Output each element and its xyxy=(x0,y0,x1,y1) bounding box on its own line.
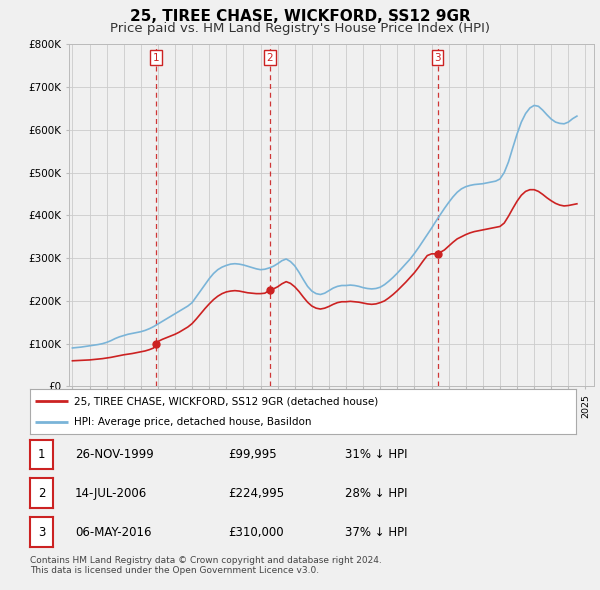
Text: Contains HM Land Registry data © Crown copyright and database right 2024.
This d: Contains HM Land Registry data © Crown c… xyxy=(30,556,382,575)
Text: £310,000: £310,000 xyxy=(228,526,284,539)
Text: Price paid vs. HM Land Registry's House Price Index (HPI): Price paid vs. HM Land Registry's House … xyxy=(110,22,490,35)
Text: 25, TIREE CHASE, WICKFORD, SS12 9GR (detached house): 25, TIREE CHASE, WICKFORD, SS12 9GR (det… xyxy=(74,396,378,407)
Text: 3: 3 xyxy=(434,53,441,63)
Text: 2: 2 xyxy=(266,53,273,63)
Text: HPI: Average price, detached house, Basildon: HPI: Average price, detached house, Basi… xyxy=(74,417,311,427)
Text: 14-JUL-2006: 14-JUL-2006 xyxy=(75,487,147,500)
Text: 31% ↓ HPI: 31% ↓ HPI xyxy=(345,448,407,461)
Text: 28% ↓ HPI: 28% ↓ HPI xyxy=(345,487,407,500)
Text: 06-MAY-2016: 06-MAY-2016 xyxy=(75,526,151,539)
Text: 1: 1 xyxy=(153,53,160,63)
Text: 26-NOV-1999: 26-NOV-1999 xyxy=(75,448,154,461)
Text: £99,995: £99,995 xyxy=(228,448,277,461)
Text: 1: 1 xyxy=(38,448,45,461)
Text: 37% ↓ HPI: 37% ↓ HPI xyxy=(345,526,407,539)
Text: 3: 3 xyxy=(38,526,45,539)
Text: £224,995: £224,995 xyxy=(228,487,284,500)
Text: 25, TIREE CHASE, WICKFORD, SS12 9GR: 25, TIREE CHASE, WICKFORD, SS12 9GR xyxy=(130,9,470,24)
Text: 2: 2 xyxy=(38,487,45,500)
